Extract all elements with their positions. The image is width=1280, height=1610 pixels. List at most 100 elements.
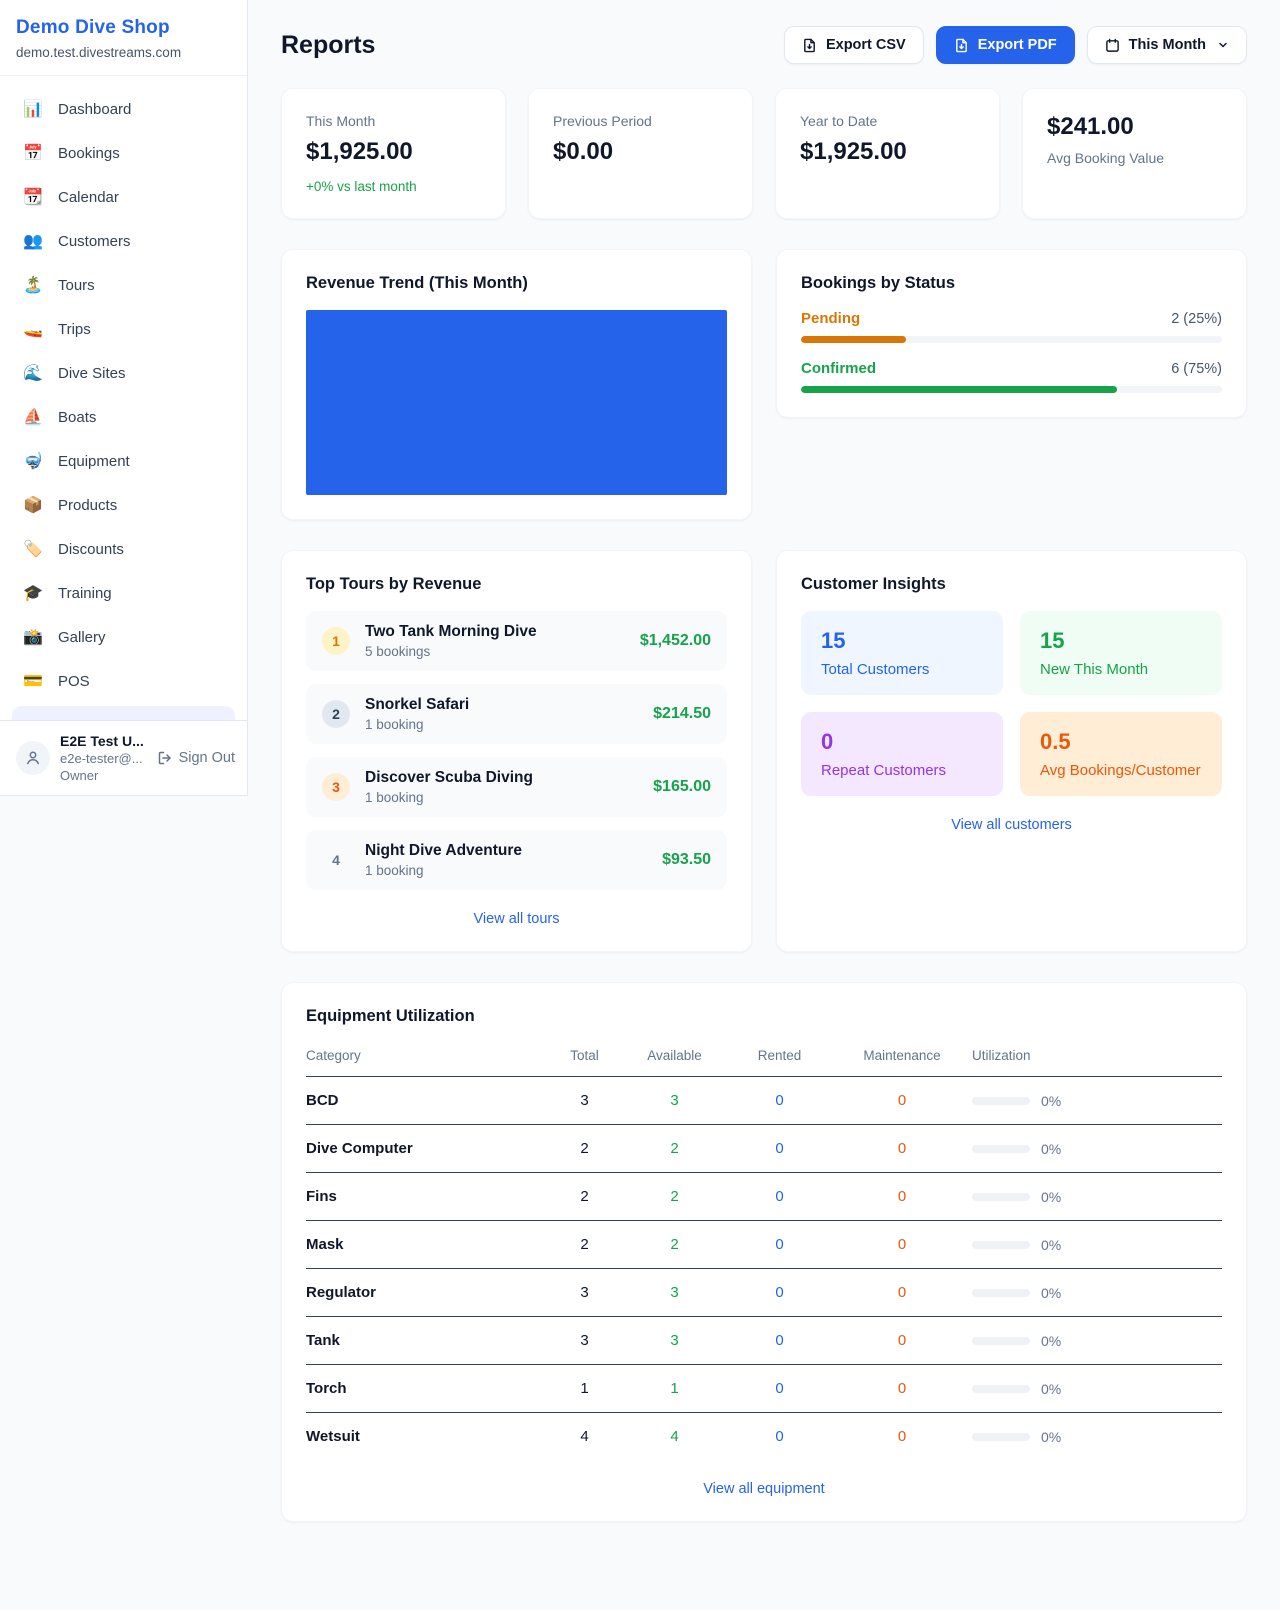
tour-name: Discover Scuba Diving (365, 769, 533, 786)
status-count: 6 (75%) (1171, 360, 1222, 377)
status-bar-fill (801, 336, 907, 343)
tour-bookings: 1 booking (365, 717, 424, 732)
status-bar-track (801, 336, 1222, 343)
insight-value: 15 (821, 628, 846, 653)
tour-revenue: $165.00 (653, 778, 711, 795)
header-actions: Export CSV Export PDF This Month (783, 26, 1247, 64)
status-row-confirmed: Confirmed 6 (75%) (801, 360, 1222, 393)
tour-revenue: $214.50 (653, 705, 711, 722)
sidebar-item-label: Customers (58, 232, 131, 250)
sidebar-user-panel: E2E Test U... e2e-tester@... Owner Sign … (0, 720, 247, 795)
stat-value: $1,925.00 (306, 138, 413, 165)
sidebar-item-reports-partial[interactable] (12, 706, 235, 720)
avatar (16, 741, 50, 775)
rank-badge: 4 (332, 852, 340, 868)
table-row: Fins 2 2 0 0 0% (306, 1173, 1222, 1221)
stat-card-year-to-date: Year to Date $1,925.00 (775, 88, 1000, 219)
sidebar-item-label: Bookings (58, 144, 120, 162)
utilization-bar (972, 1144, 1030, 1153)
column-header: Utilization (972, 1048, 1031, 1063)
sidebar-item-pos[interactable]: 💳 POS (12, 662, 235, 700)
sidebar-item-label: POS (58, 672, 90, 690)
tour-row[interactable]: 1 Two Tank Morning Dive 5 bookings $1,45… (306, 611, 727, 671)
sidebar-item-equipment[interactable]: 🤿 Equipment (12, 442, 235, 480)
sidebar-item-gallery[interactable]: 📸 Gallery (12, 618, 235, 656)
file-download-icon (955, 38, 967, 52)
period-dropdown[interactable]: This Month (1086, 26, 1247, 64)
sidebar-item-calendar[interactable]: 📆 Calendar (12, 178, 235, 216)
stat-value: $1,925.00 (800, 138, 907, 165)
table-row: BCD 3 3 0 0 0% (306, 1077, 1222, 1125)
customer-insights-title: Customer Insights (801, 575, 946, 593)
sidebar-item-tours[interactable]: 🏝️ Tours (12, 266, 235, 304)
revenue-trend-card: Revenue Trend (This Month) (281, 249, 752, 520)
utilization-bar (972, 1192, 1030, 1201)
view-all-customers-link[interactable]: View all customers (951, 817, 1072, 833)
sidebar-item-boats[interactable]: ⛵ Boats (12, 398, 235, 436)
sidebar-item-dashboard[interactable]: 📊 Dashboard (12, 90, 235, 128)
utilization-bar (972, 1288, 1030, 1297)
tour-row[interactable]: 4 Night Dive Adventure 1 booking $93.50 (306, 830, 727, 890)
customer-insights-card: Customer Insights 15 Total Customers 15 … (776, 550, 1247, 952)
stat-label: This Month (306, 113, 376, 129)
tour-list: 1 Two Tank Morning Dive 5 bookings $1,45… (306, 611, 727, 890)
shop-name: Demo Dive Shop (16, 17, 170, 38)
bookings-by-status-card: Bookings by Status Pending 2 (25%) Confi… (776, 249, 1247, 418)
dive-sites-icon: 🌊 (23, 365, 43, 382)
insight-avg-bookings: 0.5 Avg Bookings/Customer (1020, 712, 1222, 796)
tour-row[interactable]: 2 Snorkel Safari 1 booking $214.50 (306, 684, 727, 744)
tour-bookings: 5 bookings (365, 644, 431, 659)
sidebar-item-trips[interactable]: 🚤 Trips (12, 310, 235, 348)
insight-value: 0 (821, 729, 834, 754)
sidebar-item-dive-sites[interactable]: 🌊 Dive Sites (12, 354, 235, 392)
sidebar-item-label: Calendar (58, 188, 119, 206)
insight-label: New This Month (1040, 661, 1149, 678)
stat-card-avg-booking-value: $241.00 Avg Booking Value (1022, 88, 1247, 219)
revenue-trend-title: Revenue Trend (This Month) (306, 274, 528, 292)
dashboard-icon: 📊 (23, 101, 43, 118)
insight-new-this-month: 15 New This Month (1020, 611, 1222, 695)
tour-bookings: 1 booking (365, 863, 424, 878)
export-pdf-button[interactable]: Export PDF (935, 26, 1075, 64)
equipment-utilization-title: Equipment Utilization (306, 1007, 475, 1025)
sidebar-item-discounts[interactable]: 🏷️ Discounts (12, 530, 235, 568)
boats-icon: ⛵ (23, 409, 43, 426)
insight-label: Avg Bookings/Customer (1040, 762, 1201, 779)
page-title: Reports (281, 30, 376, 59)
calendar-icon: 📆 (23, 189, 43, 206)
sidebar-item-label: Trips (58, 320, 91, 338)
insight-label: Repeat Customers (821, 762, 947, 779)
training-icon: 🎓 (23, 585, 43, 602)
stat-delta: +0% vs last month (306, 179, 417, 194)
pos-icon: 💳 (23, 673, 43, 690)
sidebar-item-bookings[interactable]: 📅 Bookings (12, 134, 235, 172)
view-all-equipment-link[interactable]: View all equipment (703, 1481, 825, 1497)
sidebar-item-label: Boats (58, 408, 97, 426)
sign-out-icon (158, 751, 171, 765)
sign-out-button[interactable]: Sign Out (157, 750, 235, 766)
utilization-bar (972, 1336, 1030, 1345)
sidebar-nav: 📊 Dashboard 📅 Bookings 📆 Calendar 👥 Cust… (0, 76, 247, 720)
export-csv-button[interactable]: Export CSV (783, 26, 924, 64)
insight-value: 0.5 (1040, 729, 1071, 754)
rank-badge: 3 (322, 773, 350, 801)
table-row: Tank 3 3 0 0 0% (306, 1317, 1222, 1365)
insight-repeat-customers: 0 Repeat Customers (801, 712, 1003, 796)
sidebar-item-products[interactable]: 📦 Products (12, 486, 235, 524)
column-header: Available (647, 1048, 702, 1063)
view-all-tours-link[interactable]: View all tours (473, 911, 560, 927)
status-count: 2 (25%) (1171, 310, 1222, 327)
tour-row[interactable]: 3 Discover Scuba Diving 1 booking $165.0… (306, 757, 727, 817)
tour-bookings: 1 booking (365, 790, 424, 805)
status-bar-fill (801, 386, 1117, 393)
status-bar-track (801, 386, 1222, 393)
column-header: Maintenance (863, 1048, 941, 1063)
sidebar-item-training[interactable]: 🎓 Training (12, 574, 235, 612)
stat-label: Year to Date (800, 113, 878, 129)
sidebar-item-customers[interactable]: 👥 Customers (12, 222, 235, 260)
bookings-icon: 📅 (23, 145, 43, 162)
tour-name: Two Tank Morning Dive (365, 623, 537, 640)
middle-row: Top Tours by Revenue 1 Two Tank Morning … (281, 550, 1247, 952)
column-header: Category (306, 1048, 361, 1063)
sidebar-item-label: Dive Sites (58, 364, 126, 382)
